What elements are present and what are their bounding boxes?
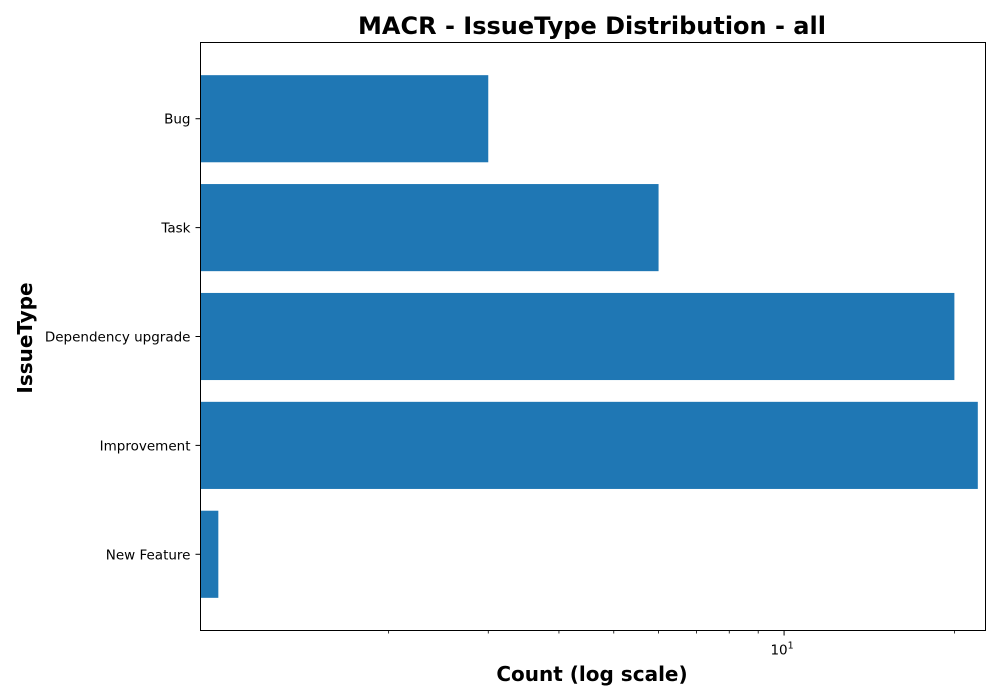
y-axis-label: IssueType — [13, 282, 37, 393]
y-tick-label: New Feature — [106, 547, 191, 563]
bar-bug — [201, 75, 489, 162]
y-tick-label: Dependency upgrade — [45, 330, 191, 346]
bar-improvement — [201, 402, 978, 489]
y-tick-label: Improvement — [100, 438, 191, 454]
bar-task — [201, 184, 659, 271]
x-tick-label-exponent: 1 — [788, 641, 794, 652]
x-tick-label-base: 10 — [770, 643, 787, 659]
bar-dependency-upgrade — [201, 293, 955, 380]
chart-title: MACR - IssueType Distribution - all — [358, 12, 826, 40]
x-tick-label: 101 — [770, 641, 793, 659]
x-axis-label: Count (log scale) — [496, 662, 687, 686]
y-axis-ticks: Bug Task Dependency upgrade Improvement New … — [45, 112, 201, 564]
y-tick-label: Bug — [164, 112, 190, 128]
bar-new-feature — [201, 511, 219, 598]
x-axis-ticks: 101 — [389, 631, 955, 659]
y-tick-label: Task — [160, 221, 190, 237]
bars-layer — [201, 75, 978, 598]
